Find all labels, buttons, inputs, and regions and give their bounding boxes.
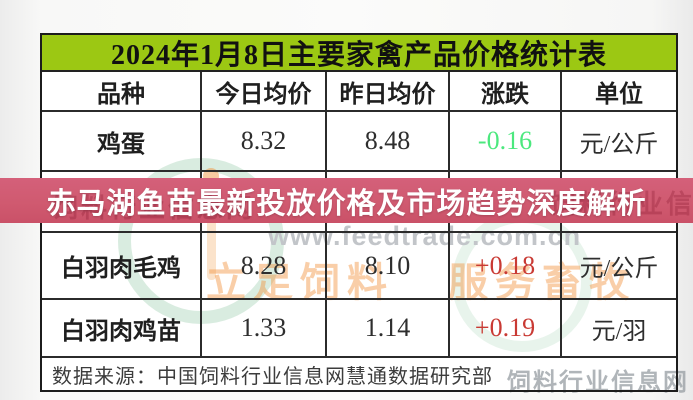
col-header-yesterday: 昨日均价: [327, 72, 450, 112]
row-egg-yesterday: 8.48: [327, 112, 450, 172]
row-chick-yesterday: 1.14: [327, 300, 450, 358]
row-broiler-change: +0.18: [450, 233, 562, 300]
col-header-unit: 单位: [562, 72, 676, 112]
col-header-change: 涨跌: [450, 72, 562, 112]
banner-ghost-watermark: 饲料行业信息网: [52, 193, 256, 223]
row-egg-today: 8.32: [202, 112, 327, 172]
col-header-today: 今日均价: [202, 72, 327, 112]
row-broiler-today: 8.28: [202, 233, 327, 300]
row-egg-variety: 鸡蛋: [42, 112, 202, 172]
row-egg-unit: 元/公斤: [562, 112, 676, 172]
row-chick-change: +0.19: [450, 300, 562, 358]
row-chick-today: 1.33: [202, 300, 327, 358]
hidden-row-cell: [562, 172, 676, 233]
article-headline: 赤马湖鱼苗最新投放价格及市场趋势深度解析: [46, 187, 647, 220]
row-broiler-variety: 白羽肉毛鸡: [42, 233, 202, 300]
row-chick-variety: 白羽肉鸡苗: [42, 300, 202, 358]
poultry-price-table: 2024年1月8日主要家禽产品价格统计表 品种 今日均价 昨日均价 涨跌 单位 …: [40, 33, 678, 392]
col-header-variety: 品种: [42, 72, 202, 112]
row-egg-change: -0.16: [450, 112, 562, 172]
headline-banner: 饲料行业信息网 饲料行业信息网 赤马湖鱼苗最新投放价格及市场趋势深度解析: [0, 178, 693, 223]
data-source-note: 数据来源：中国饲料行业信息网慧通数据研究部: [52, 365, 493, 388]
table-title: 2024年1月8日主要家禽产品价格统计表: [42, 35, 676, 72]
row-broiler-unit: 元/公斤: [562, 233, 676, 300]
row-broiler-yesterday: 8.10: [327, 233, 450, 300]
row-chick-unit: 元/羽: [562, 300, 676, 358]
banner-ghost-watermark: 饲料行业信息网: [549, 189, 693, 219]
